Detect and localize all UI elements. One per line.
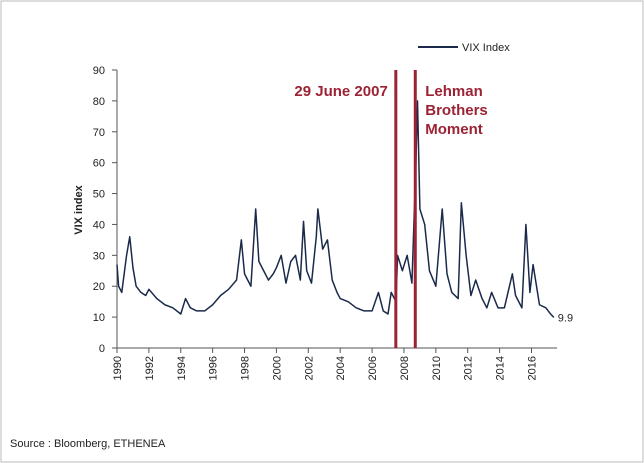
annotation: Moment bbox=[425, 121, 483, 138]
x-tick-label: 2016 bbox=[526, 356, 538, 380]
y-tick-label: 10 bbox=[93, 312, 105, 324]
x-tick-label: 1998 bbox=[240, 356, 252, 380]
x-tick-label: 1990 bbox=[112, 356, 124, 380]
series-line bbox=[116, 100, 555, 318]
y-tick-label: 20 bbox=[93, 281, 105, 293]
x-tick-label: 1994 bbox=[176, 356, 188, 380]
x-tick-label: 2010 bbox=[431, 356, 443, 380]
x-tick-label: 1992 bbox=[144, 356, 156, 380]
y-axis-label: VIX index bbox=[73, 184, 85, 234]
x-tick-label: 2002 bbox=[303, 356, 315, 380]
end-value-label: 9.9 bbox=[558, 312, 573, 324]
y-tick-label: 60 bbox=[93, 158, 105, 170]
legend-label: VIX Index bbox=[462, 42, 510, 54]
x-tick-label: 2006 bbox=[367, 356, 379, 380]
source: Source : Bloomberg, ETHENEA bbox=[10, 438, 166, 450]
y-tick-label: 40 bbox=[93, 219, 105, 231]
y-tick-label: 50 bbox=[93, 189, 105, 201]
annotation: Brothers bbox=[425, 102, 488, 119]
y-tick-label: 90 bbox=[93, 65, 105, 77]
x-tick-label: 2004 bbox=[335, 356, 347, 380]
annotation: 29 June 2007 bbox=[294, 83, 387, 100]
x-tick-label: 1996 bbox=[208, 356, 220, 380]
y-tick-label: 0 bbox=[99, 343, 105, 355]
y-tick-label: 70 bbox=[93, 127, 105, 139]
x-tick-label: 2008 bbox=[399, 356, 411, 380]
annotation: Lehman bbox=[425, 83, 483, 100]
x-tick-label: 2012 bbox=[463, 356, 475, 380]
x-tick-label: 2000 bbox=[271, 356, 283, 380]
y-tick-label: 80 bbox=[93, 96, 105, 108]
y-tick-label: 30 bbox=[93, 250, 105, 262]
x-tick-label: 2014 bbox=[495, 356, 507, 380]
